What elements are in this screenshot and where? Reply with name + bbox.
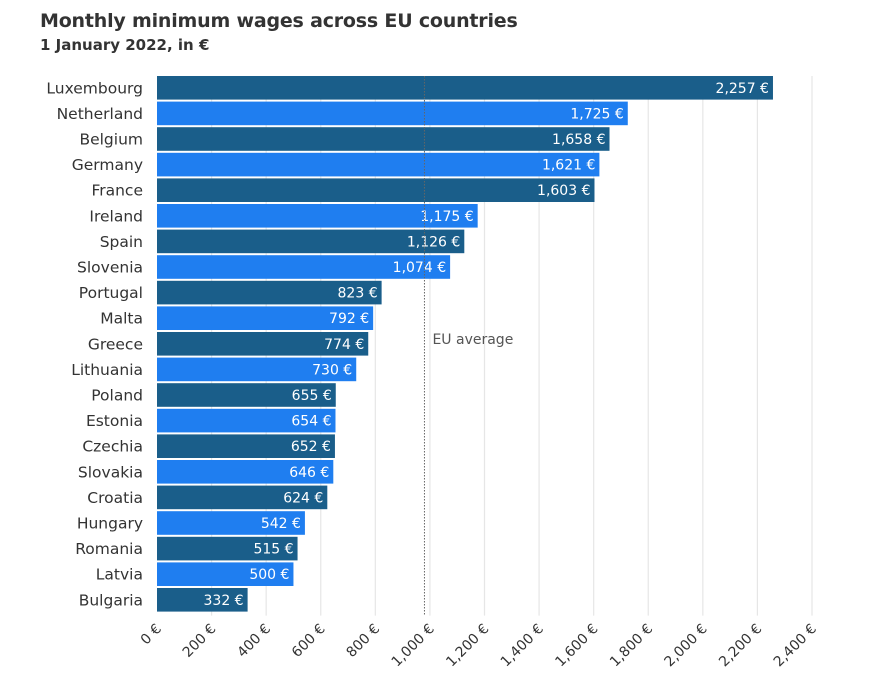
category-label: Netherland [57,105,143,123]
category-label: Belgium [79,131,143,149]
bar [157,204,478,228]
chart-title: Monthly minimum wages across EU countrie… [40,10,518,32]
data-label: 652 € [291,439,331,455]
bar [157,408,336,433]
x-tick-label: 600 € [289,621,329,661]
data-label: 654 € [291,414,331,430]
bar [157,357,357,382]
bar [157,229,465,254]
category-label: Portugal [79,284,143,302]
category-label: Estonia [86,412,143,430]
data-label: 500 € [249,567,289,583]
data-label: 1,603 € [537,183,590,199]
bar [157,127,610,151]
category-label: Greece [88,335,143,353]
data-label: 1,621 € [542,158,595,174]
x-tick-label: 800 € [343,621,383,661]
bar [157,76,773,100]
bar [157,511,305,535]
bar [157,485,328,510]
category-label: Malta [100,310,143,328]
category-label: Germany [72,156,143,174]
data-label: 2,257 € [716,81,769,97]
category-label: Luxembourg [46,79,143,97]
x-tick-label: 1,200 € [443,621,492,670]
category-label: Czechia [82,438,143,456]
category-label: Spain [100,233,143,251]
bar [157,101,628,126]
bar [157,280,382,305]
category-label: Croatia [87,489,143,507]
bar [157,383,336,407]
category-label: France [91,182,143,200]
bar [157,255,451,279]
category-label: Latvia [96,566,143,584]
bar [157,562,294,586]
x-tick-label: 1,800 € [607,621,656,670]
data-label: 1,074 € [393,260,446,276]
eu-average-label: EU average [432,332,513,348]
data-label: 1,126 € [407,234,460,250]
data-label: 542 € [261,516,301,532]
bar [157,434,335,458]
chart-subtitle: 1 January 2022, in € [40,36,210,54]
x-tick-label: 2,400 € [771,621,820,670]
x-tick-label: 0 € [138,621,165,648]
category-label: Slovakia [78,463,143,481]
x-tick-label: 1,600 € [552,621,601,670]
x-tick-label: 1,000 € [389,621,438,670]
x-tick-label: 2,200 € [716,621,765,670]
data-label: 823 € [338,286,378,302]
category-label: Lithuania [71,361,143,379]
category-label: Romania [75,540,143,558]
bar [157,536,298,561]
x-tick-label: 400 € [234,621,274,661]
bar [157,152,600,177]
data-label: 515 € [253,542,293,558]
data-label: 655 € [292,388,332,404]
data-label: 1,658 € [552,132,605,148]
bar [157,332,369,356]
category-label: Ireland [89,207,143,225]
x-tick-label: 200 € [180,621,220,661]
bar [157,588,248,612]
data-label: 792 € [329,311,369,327]
data-label: 1,175 € [420,209,473,225]
data-label: 624 € [283,490,323,506]
data-label: 646 € [289,465,329,481]
data-label: 1,725 € [570,106,623,122]
x-tick-label: 1,400 € [498,621,547,670]
category-label: Bulgaria [79,591,143,609]
data-label: 774 € [324,337,364,353]
x-tick-label: 2,000 € [662,621,711,670]
bar [157,460,334,484]
bar [157,306,374,330]
category-label: Hungary [77,515,143,533]
data-label: 730 € [312,362,352,378]
bar [157,178,595,202]
category-label: Slovenia [77,259,143,277]
category-label: Poland [91,387,143,405]
data-label: 332 € [204,593,244,609]
